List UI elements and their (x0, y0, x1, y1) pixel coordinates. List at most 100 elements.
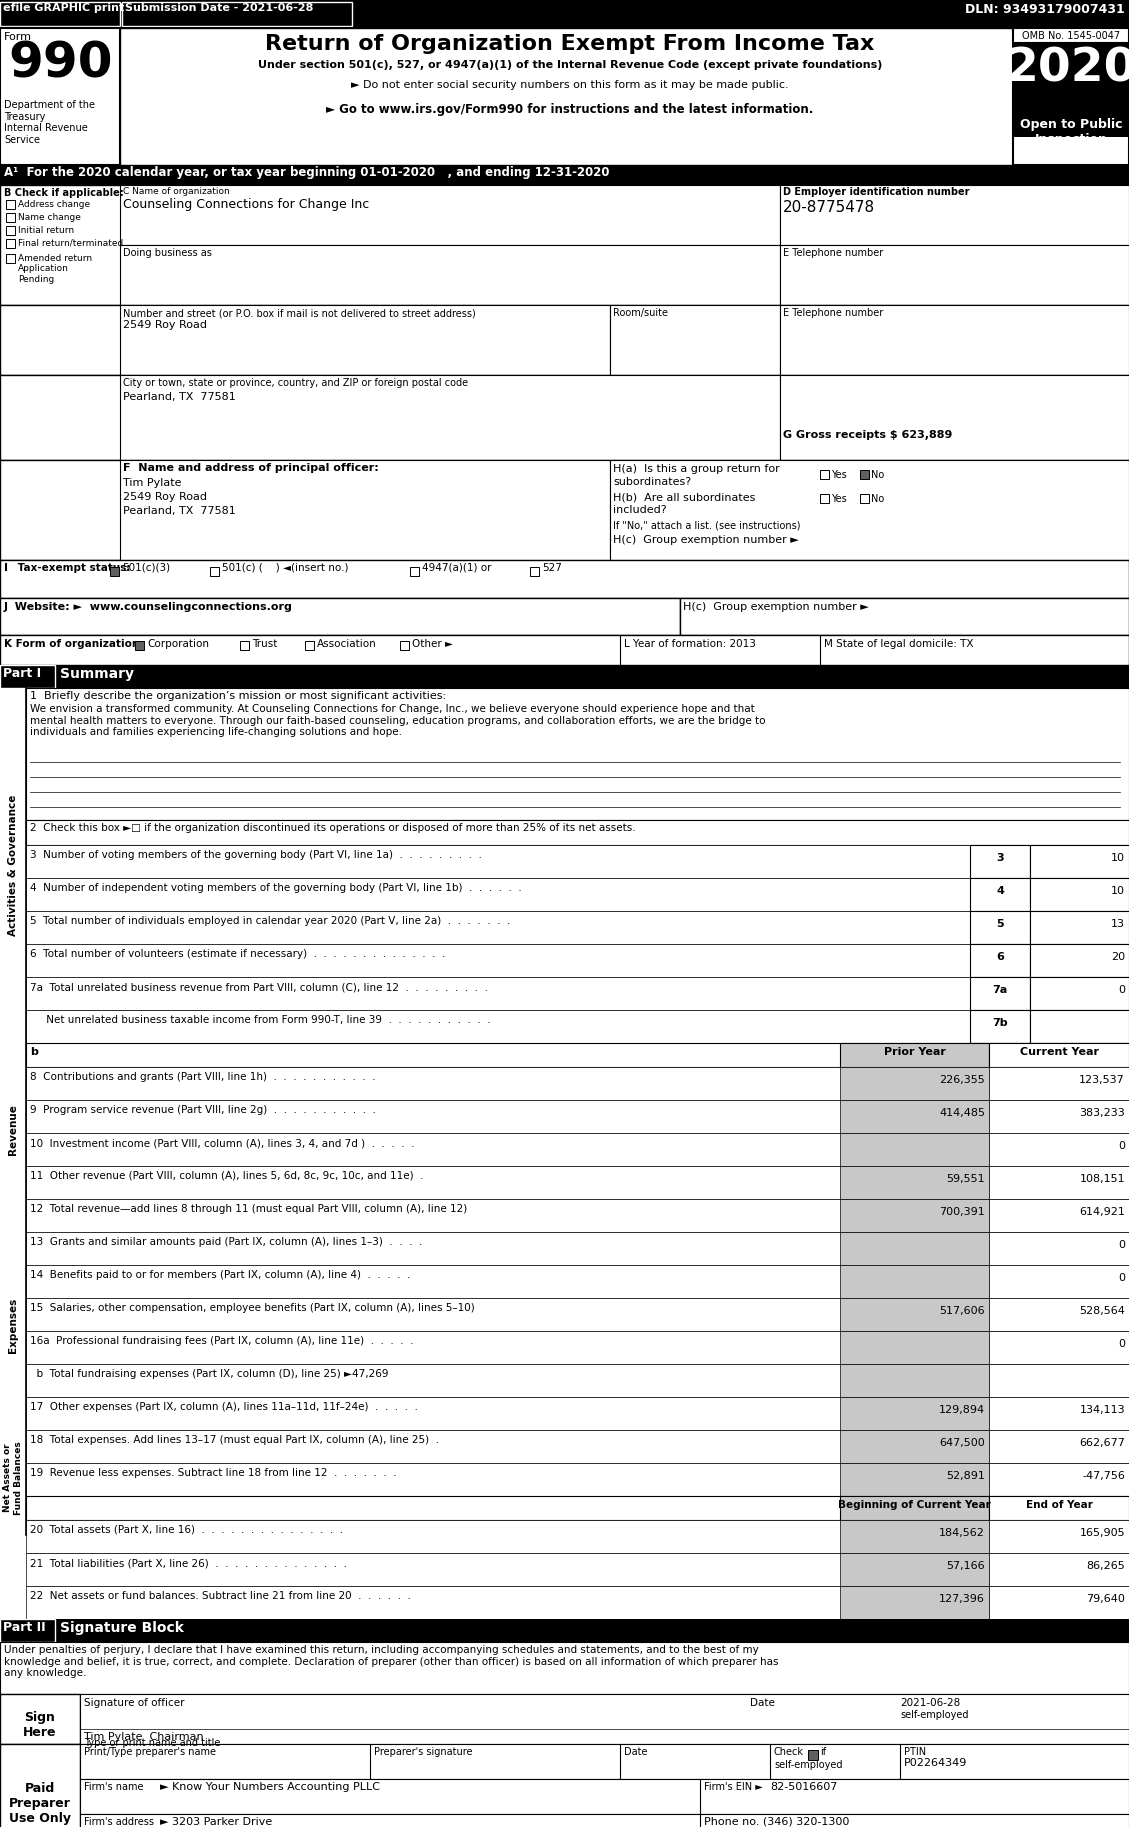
Text: 6: 6 (996, 952, 1004, 963)
Text: No: No (870, 493, 884, 504)
Bar (135, 641, 145, 650)
Text: 15  Salaries, other compensation, employee benefits (Part IX, column (A), lines : 15 Salaries, other compensation, employe… (30, 1303, 475, 1314)
Bar (26, 1332, 1129, 1365)
Bar (120, 245, 780, 305)
Text: M State of legal domicile: TX: M State of legal domicile: TX (824, 639, 973, 649)
Text: Submission Date - 2021-06-28: Submission Date - 2021-06-28 (125, 4, 314, 13)
Text: A¹  For the 2020 calendar year, or tax year beginning 01-01-2020   , and ending : A¹ For the 2020 calendar year, or tax ye… (5, 166, 610, 179)
Text: Form: Form (5, 33, 32, 42)
Text: C Name of organization: C Name of organization (123, 186, 229, 195)
Bar (989, 1133, 1129, 1166)
Text: 79,640: 79,640 (1086, 1593, 1124, 1604)
Text: Current Year: Current Year (1019, 1047, 1099, 1058)
Text: 3: 3 (996, 853, 1004, 862)
Bar (970, 846, 1030, 879)
Text: 6  Total number of volunteers (estimate if necessary)  .  .  .  .  .  .  .  .  .: 6 Total number of volunteers (estimate i… (30, 948, 445, 959)
Text: Doing business as: Doing business as (123, 248, 212, 258)
Text: Number and street (or P.O. box if mail is not delivered to street address): Number and street (or P.O. box if mail i… (123, 309, 475, 318)
Bar (26, 1297, 1129, 1332)
Bar (780, 245, 1129, 305)
Bar (0, 460, 1129, 561)
Bar (840, 1264, 989, 1297)
Bar (26, 1586, 1129, 1619)
Text: I: I (5, 563, 8, 574)
Text: 10: 10 (1111, 886, 1124, 895)
Text: 12  Total revenue—add lines 8 through 11 (must equal Part VIII, column (A), line: 12 Total revenue—add lines 8 through 11 … (30, 1204, 467, 1213)
Text: Firm's EIN ►: Firm's EIN ► (704, 1781, 763, 1792)
Bar (26, 912, 1129, 945)
Text: 527: 527 (542, 563, 562, 574)
Text: 8  Contributions and grants (Part VIII, line 1h)  .  .  .  .  .  .  .  .  .  .  : 8 Contributions and grants (Part VIII, l… (30, 1072, 376, 1082)
Text: 700,391: 700,391 (939, 1208, 984, 1217)
Bar (26, 1496, 1129, 1520)
Text: Paid
Preparer
Use Only: Paid Preparer Use Only (9, 1781, 71, 1825)
Bar (970, 1010, 1030, 1043)
Text: Yes: Yes (831, 493, 847, 504)
Text: efile GRAPHIC print: efile GRAPHIC print (3, 4, 124, 13)
Text: 501(c)(3): 501(c)(3) (122, 563, 170, 574)
Text: Name change: Name change (18, 214, 81, 223)
Text: Date: Date (750, 1697, 774, 1708)
Bar (989, 1231, 1129, 1264)
Bar (989, 1332, 1129, 1365)
Bar (780, 375, 1129, 460)
Text: 7a  Total unrelated business revenue from Part VIII, column (C), line 12  .  .  : 7a Total unrelated business revenue from… (30, 981, 488, 992)
Text: 127,396: 127,396 (939, 1593, 984, 1604)
Bar (840, 1463, 989, 1496)
Text: Print/Type preparer's name: Print/Type preparer's name (84, 1747, 216, 1758)
Text: 184,562: 184,562 (939, 1527, 984, 1538)
Text: ► 3203 Parker Drive: ► 3203 Parker Drive (160, 1818, 272, 1827)
Text: 2020: 2020 (1005, 46, 1129, 91)
Text: Other ►: Other ► (412, 639, 453, 649)
Bar (120, 305, 610, 375)
Bar (0, 1619, 1129, 1642)
Text: We envision a transformed community. At Counseling Connections for Change, Inc.,: We envision a transformed community. At … (30, 703, 765, 738)
Text: ► Go to www.irs.gov/Form990 for instructions and the latest information.: ► Go to www.irs.gov/Form990 for instruct… (326, 102, 814, 115)
Bar (820, 493, 829, 502)
Bar (1030, 879, 1129, 912)
Bar (26, 1010, 1129, 1043)
Bar (0, 665, 55, 689)
Bar (808, 1750, 819, 1759)
Text: 11  Other revenue (Part VIII, column (A), lines 5, 6d, 8c, 9c, 10c, and 11e)  .: 11 Other revenue (Part VIII, column (A),… (30, 1171, 423, 1180)
Text: self-employed: self-employed (900, 1710, 969, 1719)
Bar (26, 1043, 1129, 1067)
Bar (970, 912, 1030, 945)
Bar (1013, 42, 1129, 137)
Bar (1030, 945, 1129, 977)
Text: 86,265: 86,265 (1086, 1560, 1124, 1571)
Bar (840, 1166, 989, 1199)
Bar (989, 1264, 1129, 1297)
Bar (26, 945, 1129, 977)
Bar (305, 641, 314, 650)
Bar (840, 1231, 989, 1264)
Text: Net unrelated business taxable income from Form 990-T, line 39  .  .  .  .  .  .: Net unrelated business taxable income fr… (30, 1016, 491, 1025)
Text: End of Year: End of Year (1025, 1500, 1093, 1509)
Text: 123,537: 123,537 (1079, 1074, 1124, 1085)
Text: G Gross receipts $ 623,889: G Gross receipts $ 623,889 (784, 429, 953, 440)
Text: 4: 4 (996, 886, 1004, 895)
Text: Amended return
Application
Pending: Amended return Application Pending (18, 254, 93, 283)
Text: Part I: Part I (3, 667, 41, 680)
Text: 16a  Professional fundraising fees (Part IX, column (A), line 11e)  .  .  .  .  : 16a Professional fundraising fees (Part … (30, 1336, 413, 1346)
Bar (80, 1814, 1129, 1827)
Text: ► Know Your Numbers Accounting PLLC: ► Know Your Numbers Accounting PLLC (160, 1781, 380, 1792)
Bar (26, 977, 1129, 1010)
Bar (0, 0, 1129, 27)
Text: Sign
Here: Sign Here (24, 1712, 56, 1739)
Text: Department of the
Treasury
Internal Revenue
Service: Department of the Treasury Internal Reve… (5, 100, 95, 144)
Bar (989, 1199, 1129, 1231)
Bar (110, 566, 119, 576)
Bar (0, 375, 1129, 460)
Bar (26, 1463, 1129, 1496)
Text: 414,485: 414,485 (939, 1107, 984, 1118)
Text: 13: 13 (1111, 919, 1124, 928)
Bar (970, 977, 1030, 1010)
Text: Counseling Connections for Change Inc: Counseling Connections for Change Inc (123, 197, 369, 210)
Text: 501(c) (    ) ◄(insert no.): 501(c) ( ) ◄(insert no.) (222, 563, 349, 574)
Bar (860, 493, 869, 502)
Text: Tim Pylate  Chairman: Tim Pylate Chairman (84, 1732, 203, 1741)
Bar (970, 945, 1030, 977)
Bar (26, 846, 1129, 879)
Bar (840, 1520, 989, 1553)
